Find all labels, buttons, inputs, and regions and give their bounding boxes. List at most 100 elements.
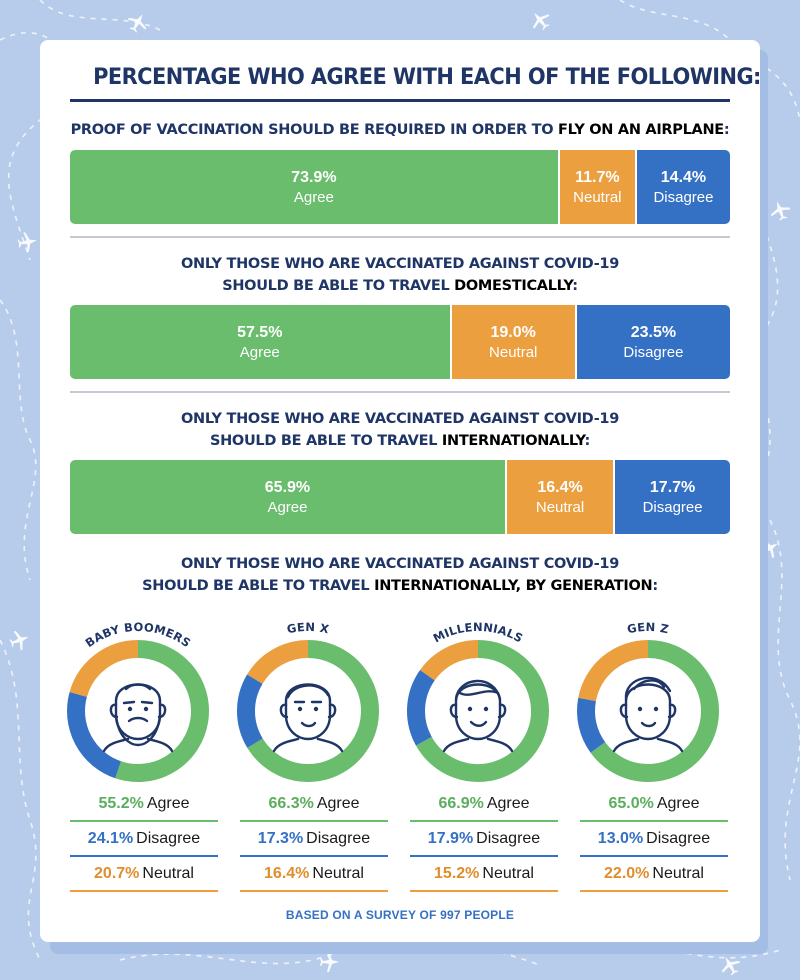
millennial-face-icon	[442, 679, 514, 753]
stat-agree-label: Agree	[146, 795, 190, 812]
stat-disagree-value: 17.9%	[427, 830, 474, 847]
bar-label-neutral: Neutral	[489, 343, 538, 361]
stat-agree-label: Agree	[316, 795, 360, 812]
bar-chart-2: 57.5% Agree 19.0% Neutral 23.5% Disagree	[70, 305, 730, 379]
donut-slice-disagree	[577, 697, 606, 753]
stat-agree-value: 65.0%	[608, 795, 654, 812]
bar-label-neutral: Neutral	[535, 498, 585, 516]
stat-agree-value: 66.3%	[268, 795, 314, 812]
stat-disagree-label: Disagree	[306, 830, 371, 847]
plane-icon	[770, 201, 791, 221]
bar-value-agree: 65.9%	[264, 478, 311, 496]
bar-label-disagree: Disagree	[642, 498, 703, 516]
stat-agree-value: 66.9%	[438, 795, 484, 812]
bar-segment-disagree: 14.4% Disagree	[634, 150, 730, 224]
generation-millennials: MILLENNIALS 66.9% Agree 17.9% Disagree 15.…	[398, 605, 558, 895]
stat-neutral-value: 15.2%	[434, 865, 480, 882]
bar-value-agree: 73.9%	[291, 168, 337, 186]
stat-agree: 66.3% Agree	[240, 788, 388, 822]
donut-slice-neutral	[578, 640, 649, 702]
stat-disagree-value: 13.0%	[597, 830, 644, 847]
generation-label: GEN X	[286, 620, 331, 637]
donut-chart: MILLENNIALS	[407, 620, 549, 782]
donut-slice-disagree	[407, 669, 435, 746]
generation-baby-boomers: BABY BOOMERS 55.2% Agree 24.1% Disagree 20…	[58, 605, 218, 895]
bar-chart-1: 73.9% Agree 11.7% Neutral 14.4% Disagree	[70, 150, 730, 224]
genz-face-icon	[612, 676, 684, 753]
stat-disagree: 17.9% Disagree	[410, 823, 558, 857]
donut-slice-disagree	[237, 674, 263, 748]
stat-neutral-value: 22.0%	[604, 865, 650, 882]
donut-slice-agree	[590, 640, 719, 782]
stat-neutral: 15.2% Neutral	[410, 858, 558, 892]
plane-icon	[532, 13, 550, 31]
donut-chart: GEN Z	[577, 620, 719, 782]
bar-chart-3: 65.9% Agree 16.4% Neutral 17.7% Disagree	[70, 460, 730, 534]
stat-agree-label: Agree	[656, 795, 700, 812]
plane-icon	[721, 957, 741, 976]
stat-agree-label: Agree	[486, 795, 530, 812]
donut-slice-agree	[416, 640, 549, 782]
bar-value-disagree: 14.4%	[660, 168, 707, 186]
bar-label-neutral: Neutral	[573, 188, 622, 206]
stat-neutral: 16.4% Neutral	[240, 858, 388, 892]
stat-disagree-value: 17.3%	[257, 830, 304, 847]
stat-neutral-label: Neutral	[482, 865, 534, 882]
page-title: PERCENTAGE WHO AGREE WITH EACH OF THE FO…	[93, 64, 761, 90]
stat-disagree: 13.0% Disagree	[580, 823, 728, 857]
bar-label-agree: Agree	[293, 188, 334, 206]
bar-label-agree: Agree	[267, 498, 308, 516]
donut-slice-disagree	[67, 692, 122, 779]
plane-icon	[320, 952, 339, 972]
donut-slice-neutral	[247, 640, 309, 685]
survey-footnote: BASED ON A SURVEY OF 997 PEOPLE	[285, 908, 515, 922]
section-divider	[70, 391, 730, 393]
stat-disagree: 17.3% Disagree	[240, 823, 388, 857]
stat-neutral-value: 16.4%	[264, 865, 310, 882]
stat-neutral-label: Neutral	[312, 865, 364, 882]
stat-disagree-label: Disagree	[646, 830, 711, 847]
stat-agree: 65.0% Agree	[580, 788, 728, 822]
stat-agree: 66.9% Agree	[410, 788, 558, 822]
donut-chart: GEN X	[237, 620, 379, 782]
question-2-title: ONLY THOSE WHO ARE VACCINATED AGAINST CO…	[181, 256, 619, 294]
donut-chart: BABY BOOMERS	[67, 620, 209, 782]
stat-disagree-label: Disagree	[136, 830, 201, 847]
boomer-face-icon	[102, 683, 174, 753]
generation-gen-z: GEN Z 65.0% Agree 13.0% Disagree 22.0% Neut…	[568, 605, 728, 895]
bar-segment-neutral: 16.4% Neutral	[504, 460, 614, 534]
bar-segment-neutral: 11.7% Neutral	[557, 150, 635, 224]
bar-segment-agree: 73.9% Agree	[70, 150, 558, 224]
bar-value-neutral: 16.4%	[537, 478, 583, 496]
stat-neutral-label: Neutral	[142, 865, 194, 882]
bar-label-disagree: Disagree	[653, 188, 714, 206]
plane-icon	[9, 630, 29, 651]
stat-neutral-label: Neutral	[652, 865, 704, 882]
stat-neutral-value: 20.7%	[94, 865, 140, 882]
title-underline	[70, 99, 730, 102]
plane-icon	[127, 14, 147, 33]
question-4-title: ONLY THOSE WHO ARE VACCINATED AGAINST CO…	[142, 556, 658, 594]
bar-segment-agree: 65.9% Agree	[70, 460, 505, 534]
stat-disagree-value: 24.1%	[87, 830, 134, 847]
stat-disagree-label: Disagree	[476, 830, 541, 847]
bar-value-disagree: 17.7%	[649, 478, 696, 496]
donut-slice-neutral	[69, 640, 139, 698]
generation-label: GEN Z	[626, 620, 670, 636]
question-3-title: ONLY THOSE WHO ARE VACCINATED AGAINST CO…	[181, 411, 619, 449]
section-divider	[70, 236, 730, 238]
generation-gen-x: GEN X 66.3% Agree 17.3% Disagree 16.4% Neut…	[228, 605, 388, 895]
stat-agree: 55.2% Agree	[70, 788, 218, 822]
bar-segment-neutral: 19.0% Neutral	[449, 305, 575, 379]
genx-face-icon	[272, 683, 344, 753]
bar-value-neutral: 19.0%	[490, 323, 536, 341]
bar-label-disagree: Disagree	[623, 343, 684, 361]
bar-value-agree: 57.5%	[237, 323, 283, 341]
bar-value-disagree: 23.5%	[630, 323, 677, 341]
donut-slice-agree	[115, 640, 209, 782]
stat-neutral: 20.7% Neutral	[70, 858, 218, 892]
bar-segment-disagree: 17.7% Disagree	[613, 460, 730, 534]
bar-segment-disagree: 23.5% Disagree	[574, 305, 730, 379]
plane-icon	[17, 232, 37, 253]
donut-slice-agree	[247, 640, 379, 782]
